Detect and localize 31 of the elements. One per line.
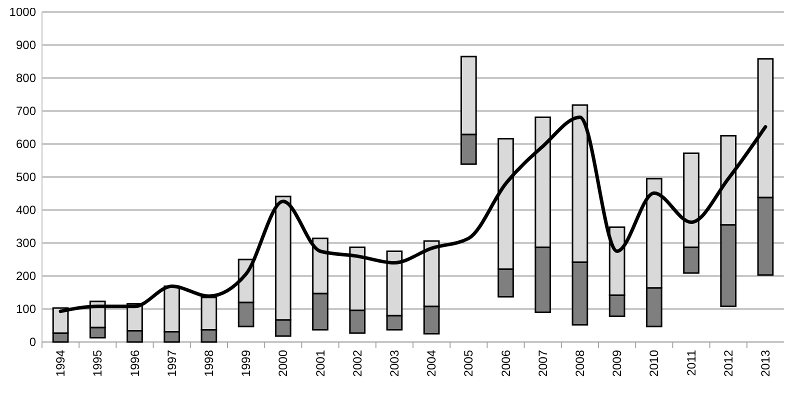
y-tick-label: 0 <box>29 335 36 350</box>
x-tick-label: 1996 <box>128 350 142 377</box>
y-tick-label: 900 <box>16 38 36 52</box>
y-tick-label: 400 <box>16 203 36 218</box>
x-tick-label: 2005 <box>462 350 476 377</box>
y-tick-label: 500 <box>16 170 36 184</box>
y-tick-label: 800 <box>16 71 36 86</box>
x-tick-label: 2011 <box>684 350 698 376</box>
x-tick-label: 2008 <box>572 350 587 377</box>
x-tick-label: 1994 <box>54 350 68 377</box>
x-tick-label: 1995 <box>90 350 105 377</box>
x-tick-label: 2002 <box>350 350 364 377</box>
x-tick-label: 2012 <box>721 350 736 377</box>
x-tick-label: 2003 <box>387 350 402 377</box>
x-tick-label: 1998 <box>202 350 216 377</box>
y-tick-label: 600 <box>16 137 36 152</box>
x-tick-label: 2000 <box>276 350 290 377</box>
x-tick-label: 2006 <box>498 350 513 377</box>
y-tick-label: 200 <box>16 269 36 284</box>
x-tick-label: 2004 <box>424 350 439 377</box>
y-tick-label: 1000 <box>9 5 36 20</box>
x-tick-label: 1999 <box>239 350 254 377</box>
x-tick-label: 1997 <box>164 350 179 377</box>
x-tick-label: 2010 <box>647 350 662 377</box>
y-tick-label: 300 <box>16 236 36 250</box>
y-tick-label: 700 <box>16 104 36 118</box>
y-tick-label: 100 <box>16 302 36 316</box>
x-tick-label: 2001 <box>313 350 328 377</box>
x-tick-label: 2009 <box>610 350 624 377</box>
x-tick-label: 2007 <box>536 350 550 377</box>
x-tick-label: 2013 <box>758 350 772 377</box>
